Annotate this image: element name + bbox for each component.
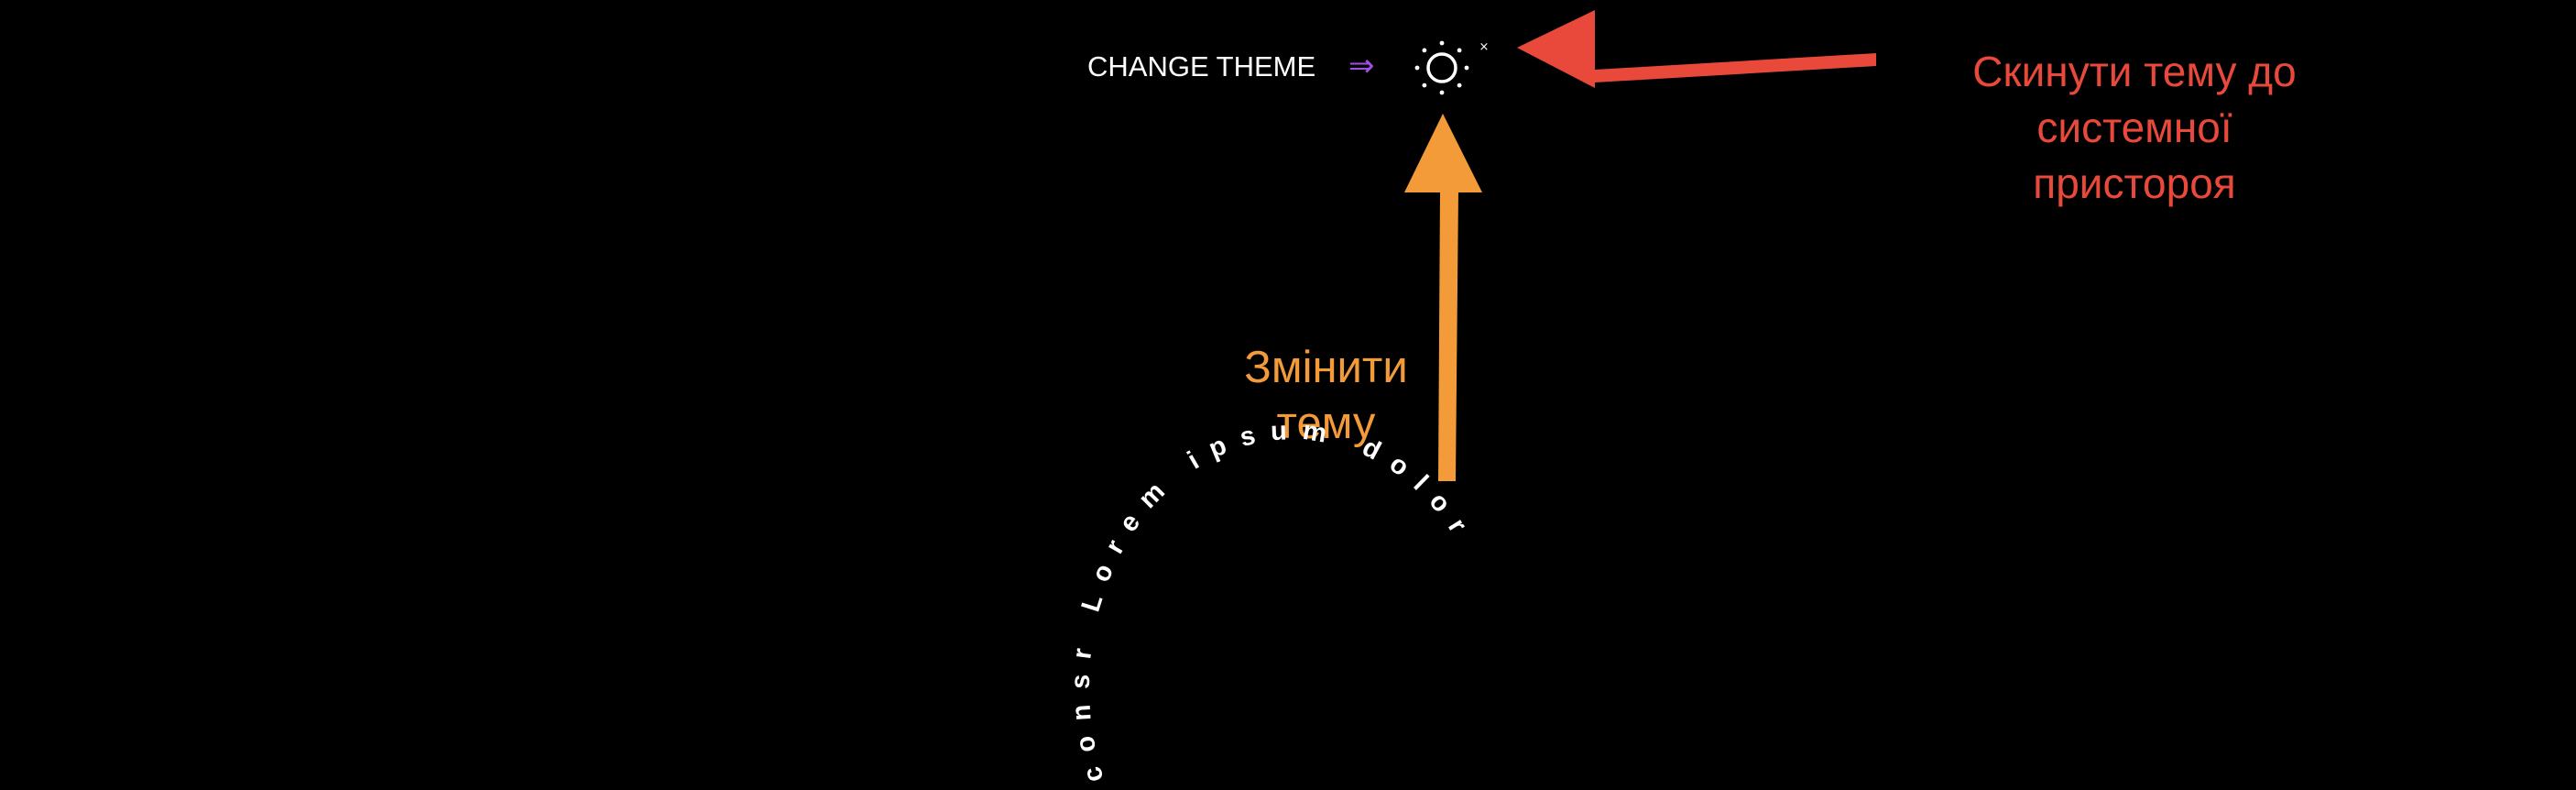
annotation-line: системної [2036,104,2232,151]
change-theme-label: CHANGE THEME [1087,50,1316,82]
annotation-line: тему [1276,399,1376,448]
annotation-line: Скинути тему до [1972,48,2297,95]
annotation-line: Змінити [1244,343,1408,392]
annotation-line: пристороя [2033,159,2236,207]
reset-theme-annotation: Скинути тему до системної пристороя [1887,44,2382,212]
theme-toggle-button[interactable] [1413,38,1471,97]
sun-icon [1414,40,1469,95]
red-arrow [1517,10,1876,88]
circular-text: consr Lorem ipsum dolor [1066,416,1480,785]
change-theme-annotation: Змінити тему [1182,340,1470,452]
circular-text-path: consr Lorem ipsum dolor [1066,416,1466,785]
right-double-arrow-icon: ⇒ [1348,48,1375,84]
reset-theme-button[interactable]: × [1479,40,1490,54]
